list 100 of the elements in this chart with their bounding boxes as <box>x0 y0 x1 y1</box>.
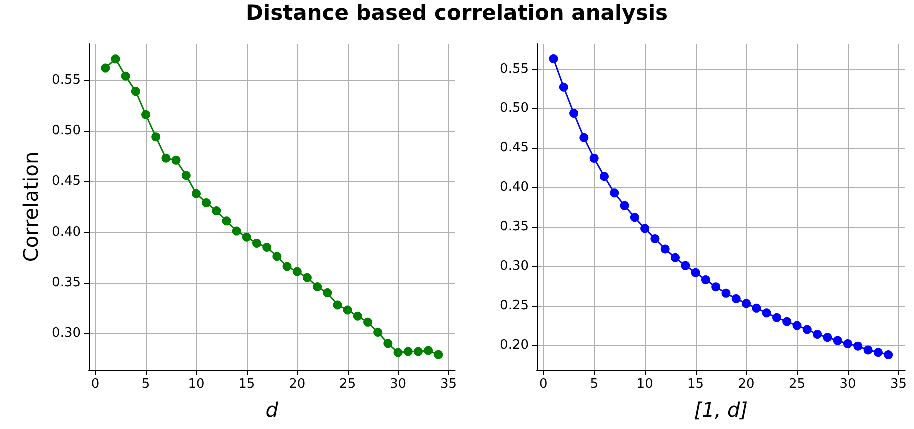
point <box>394 348 403 358</box>
point <box>172 156 181 165</box>
y-tick-label: 0.45 <box>500 140 529 156</box>
point <box>323 288 332 298</box>
point <box>640 224 650 234</box>
x-tick-label: 15 <box>238 377 256 392</box>
point <box>722 288 731 298</box>
point <box>222 216 232 226</box>
x-axis-title: [1, d] <box>694 398 748 422</box>
point <box>414 347 423 356</box>
point <box>844 339 852 348</box>
y-tick-label: 0.45 <box>52 174 81 190</box>
x-tick-label: 0 <box>539 377 548 392</box>
point <box>650 234 660 244</box>
x-tick-label: 15 <box>688 377 704 392</box>
x-tick-label: 5 <box>142 377 150 392</box>
y-tick-label: 0.55 <box>52 72 81 88</box>
x-tick-label: 35 <box>890 377 907 392</box>
point <box>813 330 822 339</box>
x-tick-label: 0 <box>91 377 100 392</box>
x-tick-label: 10 <box>636 377 654 392</box>
point <box>752 304 762 313</box>
y-tick-label: 0.40 <box>500 180 529 196</box>
x-tick-label: 35 <box>440 377 457 392</box>
point <box>192 189 201 198</box>
point <box>333 300 342 310</box>
point <box>732 294 741 304</box>
point <box>404 347 413 356</box>
point <box>681 261 690 270</box>
point <box>232 226 242 236</box>
point <box>101 64 110 73</box>
y-tick-label: 0.20 <box>500 338 529 354</box>
point <box>374 328 383 338</box>
point <box>762 308 772 318</box>
point <box>353 312 362 321</box>
point <box>313 282 322 292</box>
point <box>364 318 373 327</box>
point <box>742 299 752 308</box>
point <box>580 133 589 142</box>
point <box>823 333 832 342</box>
point <box>691 268 700 278</box>
point <box>131 87 140 96</box>
point <box>590 154 599 163</box>
y-tick-label: 0.25 <box>500 298 529 314</box>
point <box>343 306 352 315</box>
point <box>570 108 579 118</box>
point <box>833 336 842 346</box>
y-tick-label: 0.50 <box>500 101 529 116</box>
point <box>111 54 120 64</box>
point <box>152 132 161 142</box>
point <box>302 273 312 282</box>
y-axis-title: Correlation <box>19 152 43 262</box>
point <box>660 244 670 254</box>
point <box>864 346 873 355</box>
x-tick-label: 10 <box>188 377 205 392</box>
point <box>252 238 262 248</box>
point <box>202 198 212 208</box>
point <box>121 72 130 81</box>
x-tick-label: 25 <box>788 377 806 392</box>
x-tick-label: 30 <box>390 377 407 392</box>
point <box>701 276 710 285</box>
point <box>772 313 782 322</box>
point <box>272 252 282 262</box>
point <box>620 201 630 210</box>
point <box>434 350 444 360</box>
x-tick-label: 25 <box>340 377 356 392</box>
y-tick-label: 0.40 <box>52 224 81 240</box>
point <box>282 262 292 272</box>
point <box>242 232 252 242</box>
point <box>384 339 393 348</box>
y-tick-label: 0.35 <box>500 220 529 235</box>
point <box>792 321 802 330</box>
point <box>854 342 863 351</box>
y-tick-label: 0.35 <box>52 275 81 290</box>
x-tick-label: 20 <box>738 377 755 392</box>
point <box>802 325 812 334</box>
x-tick-label: 5 <box>590 377 598 392</box>
point <box>610 188 620 198</box>
y-tick-label: 0.50 <box>52 124 81 139</box>
point <box>874 348 883 358</box>
point <box>782 317 792 326</box>
point <box>292 267 302 276</box>
point <box>559 82 568 92</box>
x-tick-label: 30 <box>840 377 856 392</box>
point <box>884 350 894 360</box>
y-tick-label: 0.30 <box>52 326 81 342</box>
point <box>630 213 640 222</box>
x-tick-label: 20 <box>289 377 306 392</box>
point <box>212 206 222 216</box>
x-axis-title: d <box>266 398 279 422</box>
y-tick-label: 0.30 <box>500 259 529 274</box>
point <box>182 171 191 180</box>
point <box>712 282 721 292</box>
point <box>600 172 609 182</box>
y-tick-label: 0.55 <box>500 62 529 77</box>
point <box>162 154 171 163</box>
chart-title: Distance based correlation analysis <box>244 0 670 26</box>
point <box>549 54 558 64</box>
point <box>262 243 272 252</box>
point <box>424 346 434 356</box>
